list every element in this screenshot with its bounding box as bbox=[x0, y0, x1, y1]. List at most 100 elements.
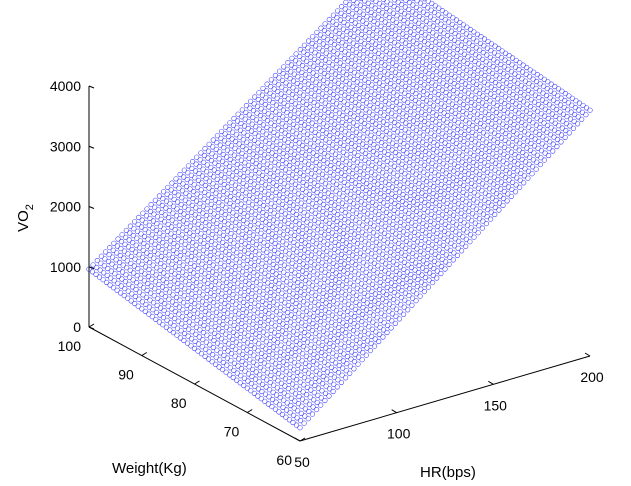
surface-point bbox=[206, 349, 212, 355]
surface-point bbox=[165, 303, 171, 309]
surface-point bbox=[474, 74, 480, 81]
surface-point bbox=[542, 150, 548, 156]
surface-point bbox=[133, 286, 139, 293]
surface-point bbox=[323, 383, 329, 389]
surface-point bbox=[447, 210, 453, 216]
surface-point bbox=[319, 349, 325, 356]
surface-point bbox=[219, 291, 225, 297]
surface-point bbox=[466, 47, 472, 53]
surface-point bbox=[386, 21, 392, 27]
surface-point bbox=[190, 277, 196, 283]
surface-point bbox=[356, 302, 363, 308]
surface-point bbox=[475, 111, 481, 117]
surface-point bbox=[314, 234, 320, 240]
surface-point bbox=[231, 152, 237, 158]
surface-point bbox=[286, 213, 292, 219]
surface-point bbox=[333, 64, 339, 70]
surface-point bbox=[336, 198, 342, 204]
surface-point bbox=[291, 367, 297, 373]
surface-point bbox=[323, 255, 329, 261]
surface-point bbox=[474, 81, 480, 87]
surface-point bbox=[202, 353, 208, 359]
surface-point bbox=[306, 363, 312, 369]
surface-point bbox=[512, 115, 518, 121]
surface-point bbox=[344, 65, 350, 71]
surface-point bbox=[267, 134, 273, 140]
surface-point bbox=[243, 227, 249, 233]
surface-point bbox=[356, 220, 362, 226]
surface-point bbox=[228, 313, 234, 319]
surface-point bbox=[329, 274, 335, 280]
surface-point bbox=[293, 300, 299, 307]
surface-point bbox=[296, 60, 302, 66]
surface-point bbox=[273, 399, 279, 405]
surface-point bbox=[168, 187, 174, 193]
surface-point bbox=[150, 218, 156, 224]
surface-point bbox=[278, 171, 284, 177]
surface-point bbox=[358, 38, 364, 44]
surface-point bbox=[427, 64, 433, 70]
surface-point bbox=[210, 269, 216, 275]
surface-point bbox=[472, 183, 478, 189]
surface-point bbox=[407, 116, 413, 122]
surface-point bbox=[300, 268, 306, 274]
surface-point bbox=[331, 374, 337, 380]
surface-point bbox=[413, 127, 419, 133]
surface-point bbox=[497, 75, 503, 81]
surface-point bbox=[400, 67, 406, 73]
surface-point bbox=[451, 168, 457, 174]
surface-point bbox=[115, 236, 121, 242]
surface-point bbox=[427, 181, 433, 187]
surface-point bbox=[464, 185, 470, 191]
surface-point bbox=[295, 401, 301, 407]
surface-point bbox=[309, 411, 315, 417]
surface-point bbox=[388, 154, 395, 160]
surface-point bbox=[250, 232, 256, 238]
surface-point bbox=[391, 46, 397, 53]
surface-point bbox=[324, 204, 330, 210]
surface-point bbox=[181, 337, 187, 344]
surface-point bbox=[440, 117, 447, 123]
surface-point bbox=[446, 217, 452, 223]
surface-point bbox=[350, 120, 356, 126]
surface-point bbox=[440, 44, 446, 50]
surface-point bbox=[202, 264, 209, 270]
surface-point bbox=[526, 81, 532, 87]
surface-point bbox=[254, 191, 260, 197]
surface-point bbox=[147, 260, 153, 266]
surface-point bbox=[463, 155, 469, 161]
surface-point bbox=[517, 133, 523, 139]
surface-point bbox=[102, 256, 108, 262]
surface-point bbox=[373, 246, 379, 252]
surface-point bbox=[317, 155, 323, 161]
surface-point bbox=[269, 396, 276, 403]
surface-point bbox=[154, 302, 160, 308]
surface-point bbox=[356, 145, 362, 152]
surface-point bbox=[422, 112, 428, 118]
surface-point bbox=[179, 195, 185, 201]
surface-point bbox=[236, 178, 243, 184]
surface-point bbox=[394, 261, 400, 267]
surface-point bbox=[425, 246, 431, 252]
surface-point bbox=[328, 364, 335, 370]
surface-point bbox=[341, 99, 347, 105]
surface-point bbox=[213, 354, 219, 360]
surface-point bbox=[180, 307, 186, 313]
surface-point bbox=[463, 199, 469, 205]
surface-point bbox=[428, 167, 434, 173]
surface-point bbox=[461, 182, 467, 188]
surface-point bbox=[197, 320, 204, 326]
surface-point bbox=[434, 142, 440, 148]
surface-point bbox=[212, 330, 218, 336]
surface-point bbox=[414, 157, 420, 163]
surface-point bbox=[176, 311, 182, 317]
surface-point bbox=[343, 240, 349, 246]
surface-point bbox=[321, 359, 328, 365]
surface-point bbox=[442, 103, 448, 109]
surface-point bbox=[521, 92, 527, 98]
surface-point bbox=[355, 29, 361, 35]
surface-point bbox=[284, 146, 290, 152]
surface-point bbox=[545, 79, 551, 85]
surface-point bbox=[512, 189, 518, 195]
surface-point bbox=[284, 73, 290, 79]
